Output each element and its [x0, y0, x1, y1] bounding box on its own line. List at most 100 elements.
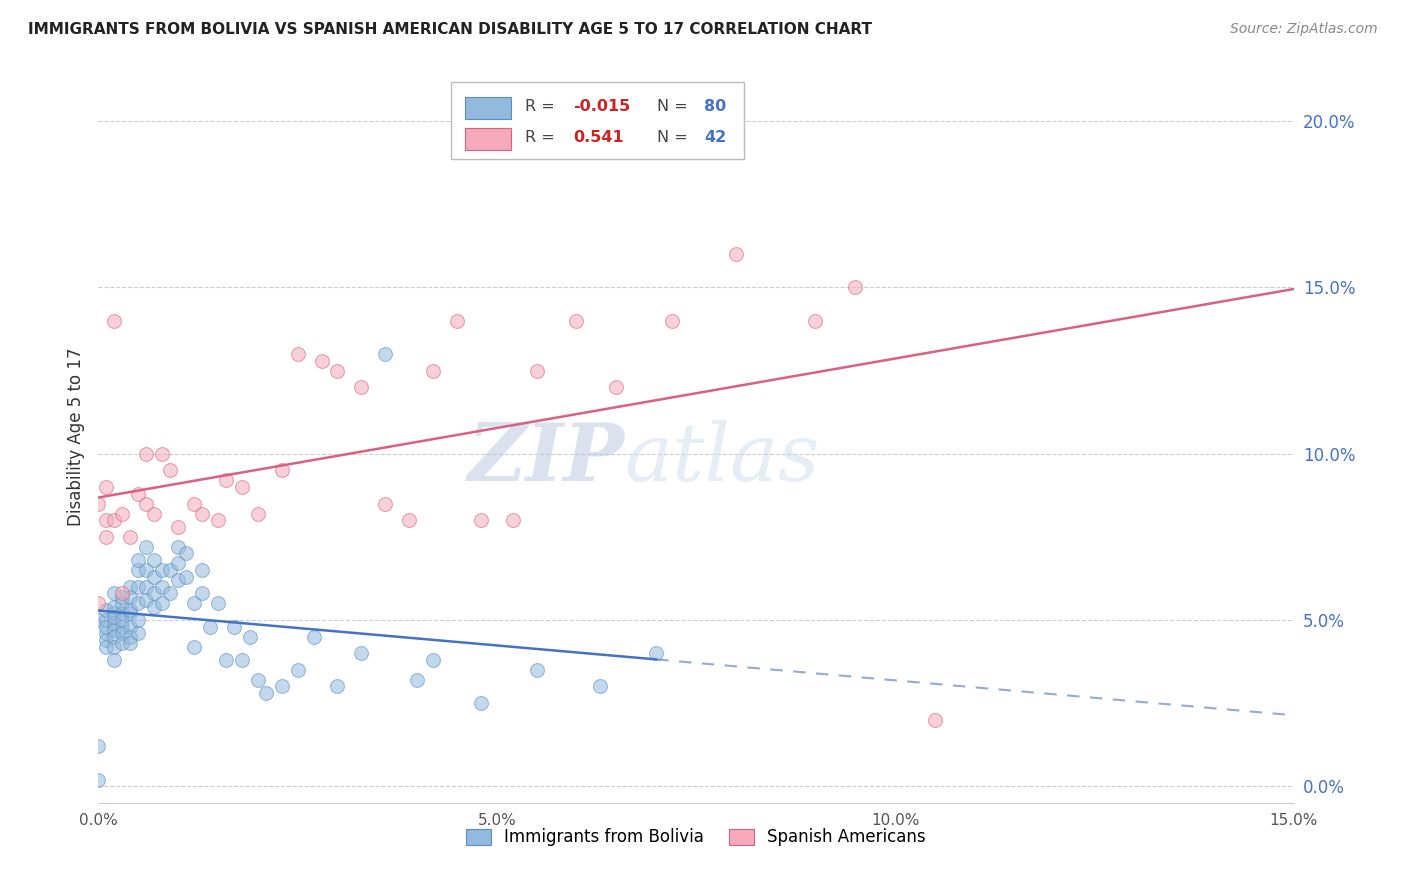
Point	[96, 480, 118, 494]
Point	[103, 640, 125, 654]
Point	[127, 596, 149, 610]
Point	[159, 586, 181, 600]
Point	[924, 713, 946, 727]
Point	[422, 363, 444, 377]
Point	[198, 619, 221, 633]
Text: 0.541: 0.541	[572, 129, 623, 145]
Point	[422, 653, 444, 667]
Point	[87, 772, 110, 787]
Point	[135, 580, 157, 594]
Point	[120, 619, 142, 633]
Point	[326, 363, 349, 377]
Point	[120, 630, 142, 644]
Point	[103, 653, 125, 667]
Point	[120, 636, 142, 650]
Point	[150, 563, 173, 577]
Point	[103, 616, 125, 631]
Point	[96, 530, 118, 544]
Legend: Immigrants from Bolivia, Spanish Americans: Immigrants from Bolivia, Spanish America…	[460, 822, 932, 853]
Text: N =: N =	[657, 99, 692, 114]
Point	[150, 580, 173, 594]
Point	[183, 596, 205, 610]
Point	[127, 553, 149, 567]
Point	[374, 347, 396, 361]
Point	[135, 563, 157, 577]
Point	[159, 463, 181, 477]
Text: 42: 42	[704, 129, 727, 145]
Point	[526, 663, 548, 677]
Point	[239, 630, 262, 644]
Point	[270, 680, 292, 694]
Point	[127, 613, 149, 627]
Point	[127, 626, 149, 640]
Point	[287, 347, 309, 361]
Point	[127, 486, 149, 500]
Point	[103, 314, 125, 328]
Point	[135, 447, 157, 461]
Point	[326, 680, 349, 694]
Point	[183, 640, 205, 654]
Point	[143, 570, 166, 584]
Point	[111, 626, 134, 640]
Point	[135, 593, 157, 607]
Text: atlas: atlas	[624, 420, 820, 498]
Point	[120, 607, 142, 621]
Point	[103, 599, 125, 614]
Point	[96, 619, 118, 633]
Text: R =: R =	[524, 129, 565, 145]
Point	[167, 557, 190, 571]
Point	[87, 613, 110, 627]
Point	[135, 497, 157, 511]
Point	[215, 653, 238, 667]
Point	[231, 480, 253, 494]
Y-axis label: Disability Age 5 to 17: Disability Age 5 to 17	[66, 348, 84, 526]
Text: Source: ZipAtlas.com: Source: ZipAtlas.com	[1230, 22, 1378, 37]
Point	[120, 580, 142, 594]
Point	[96, 603, 118, 617]
Point	[127, 563, 149, 577]
Point	[470, 696, 492, 710]
Point	[844, 280, 866, 294]
Point	[174, 546, 197, 560]
Point	[103, 630, 125, 644]
Point	[446, 314, 468, 328]
Point	[246, 673, 269, 687]
Point	[120, 603, 142, 617]
Point	[167, 520, 190, 534]
Point	[96, 613, 118, 627]
Point	[111, 619, 134, 633]
Point	[191, 563, 214, 577]
Point	[374, 497, 396, 511]
Point	[111, 613, 134, 627]
Point	[87, 739, 110, 754]
Point	[526, 363, 548, 377]
Point	[350, 646, 373, 660]
Point	[470, 513, 492, 527]
FancyBboxPatch shape	[451, 82, 744, 159]
Point	[350, 380, 373, 394]
Point	[111, 507, 134, 521]
Bar	[465, 128, 510, 150]
Point	[111, 596, 134, 610]
Point	[167, 573, 190, 587]
Text: 80: 80	[704, 99, 727, 114]
Point	[143, 599, 166, 614]
Point	[406, 673, 429, 687]
Point	[150, 447, 173, 461]
Point	[645, 646, 668, 660]
Point	[143, 507, 166, 521]
Point	[804, 314, 827, 328]
Point	[103, 623, 125, 637]
Point	[96, 626, 118, 640]
Point	[111, 590, 134, 604]
Point	[398, 513, 420, 527]
Point	[302, 630, 325, 644]
Point	[174, 570, 197, 584]
Point	[111, 607, 134, 621]
Point	[661, 314, 683, 328]
Point	[111, 586, 134, 600]
Point	[96, 632, 118, 647]
Text: IMMIGRANTS FROM BOLIVIA VS SPANISH AMERICAN DISABILITY AGE 5 TO 17 CORRELATION C: IMMIGRANTS FROM BOLIVIA VS SPANISH AMERI…	[28, 22, 872, 37]
Point	[150, 596, 173, 610]
Point	[103, 609, 125, 624]
